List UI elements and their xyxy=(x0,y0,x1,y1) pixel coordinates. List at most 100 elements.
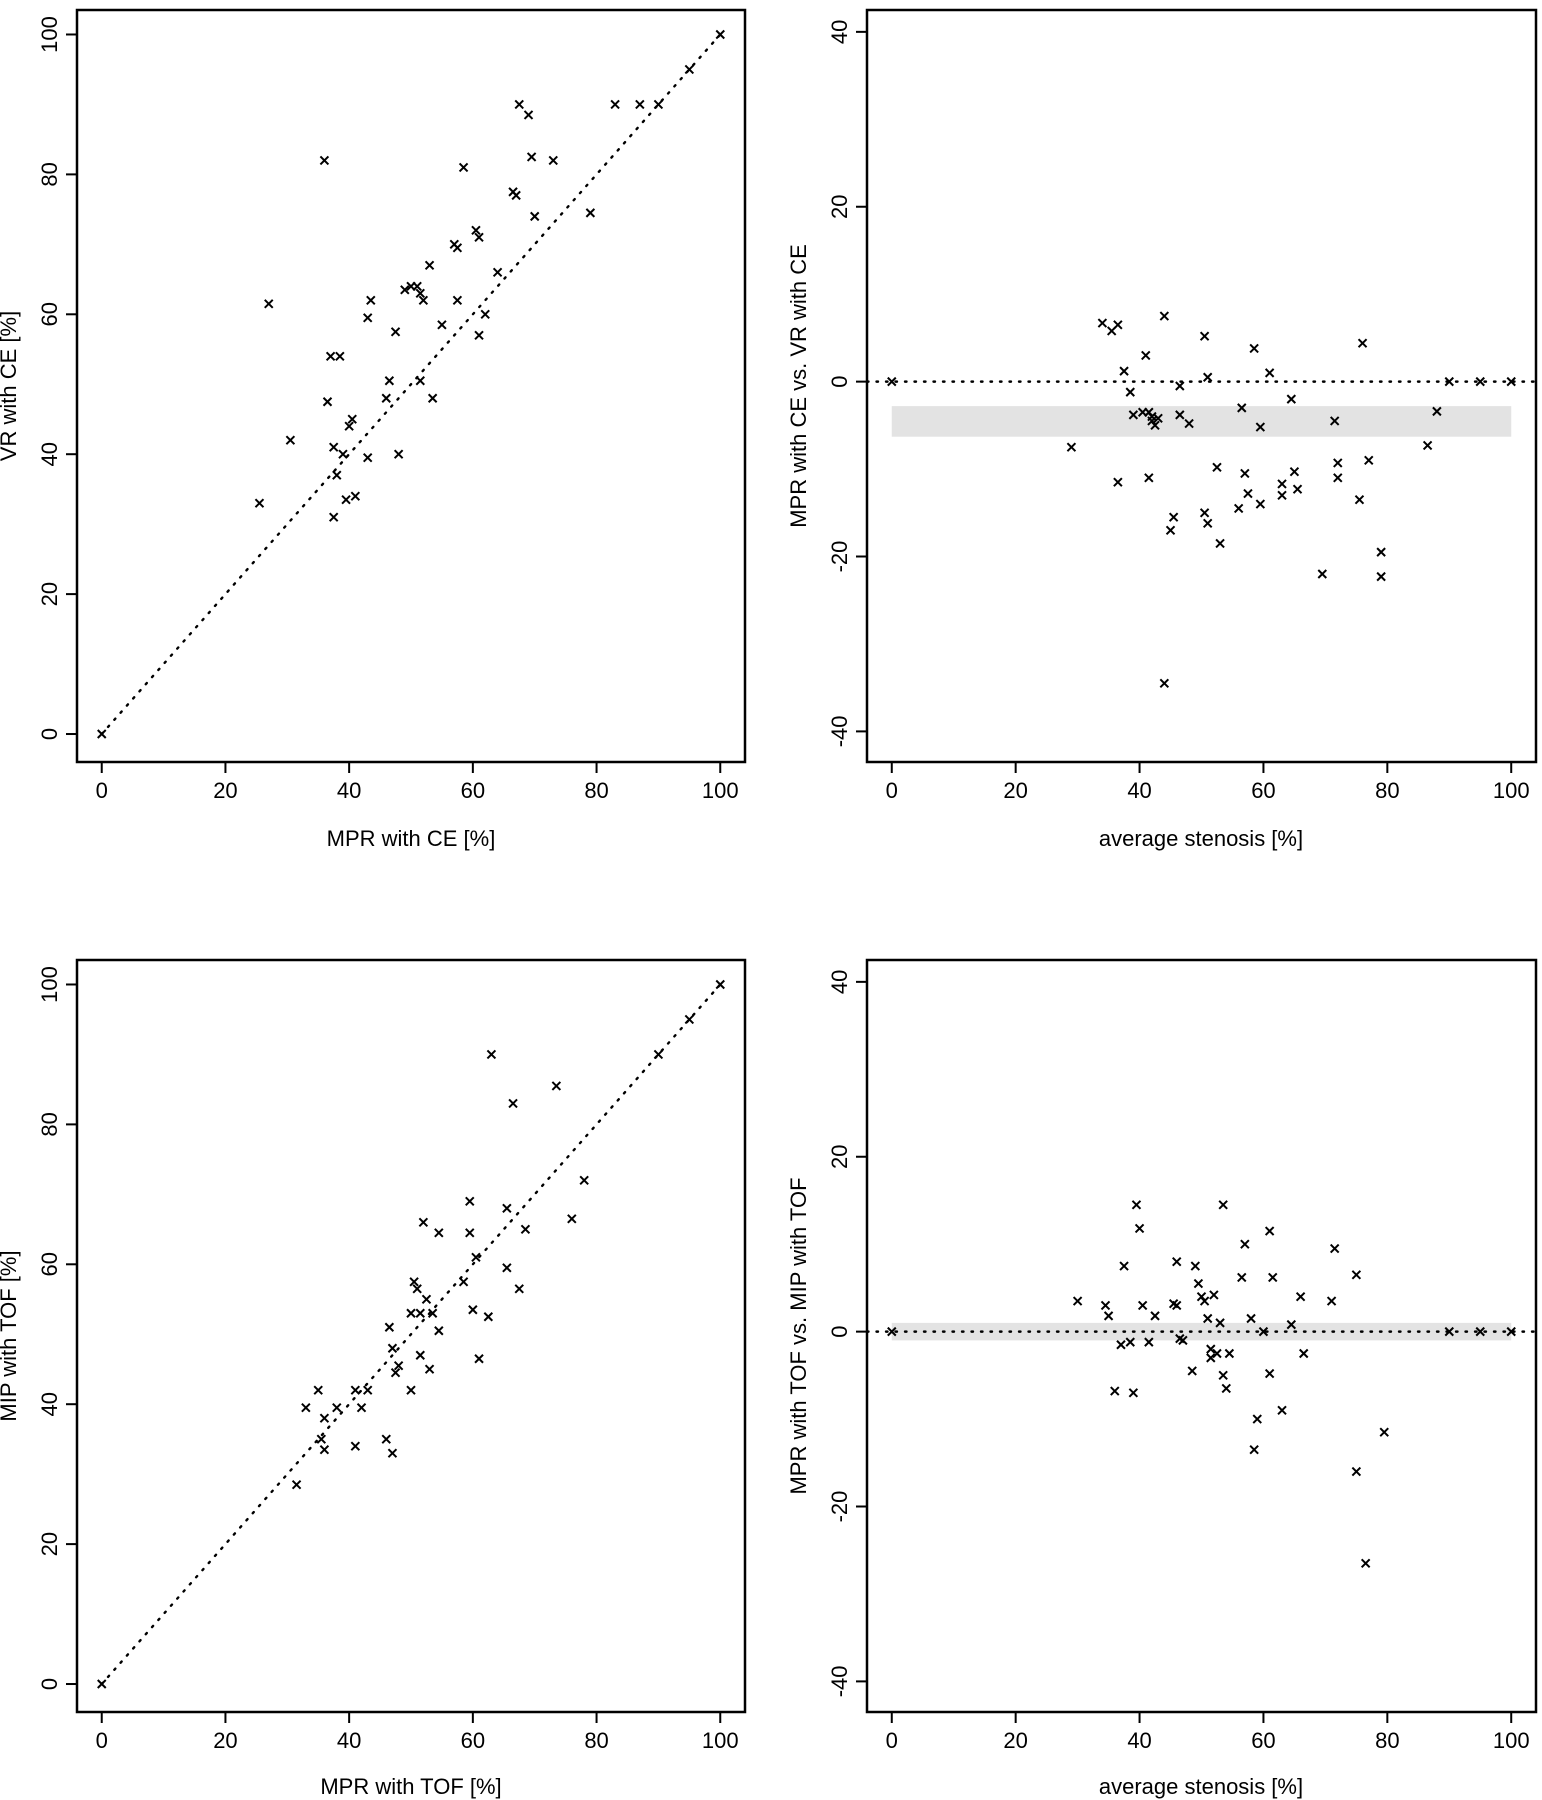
x-tick-label: 80 xyxy=(1375,778,1399,803)
data-point xyxy=(1184,418,1194,429)
data-point xyxy=(452,295,463,306)
data-point xyxy=(1206,1353,1216,1363)
data-point xyxy=(1175,410,1185,420)
y-tick-label: 20 xyxy=(37,582,62,606)
x-axis: 0 20 40 60 80 100 xyxy=(886,1712,1530,1753)
data-point xyxy=(390,1368,401,1378)
data-point xyxy=(362,1385,373,1395)
data-point xyxy=(1066,442,1077,452)
data-point xyxy=(344,421,354,431)
data-point xyxy=(567,1214,577,1224)
data-point xyxy=(319,1444,330,1455)
data-point xyxy=(1199,508,1210,518)
data-point xyxy=(1249,343,1259,354)
panel-mpr-vs-mip-tof: 0 20 40 60 80 100 0 20 40 60 80 100 MPR with TOF [… xyxy=(0,958,747,1799)
y-axis: 0 20 40 60 80 100 xyxy=(37,966,77,1690)
data-point xyxy=(1212,1348,1222,1359)
data-point xyxy=(579,1175,589,1186)
data-point xyxy=(465,1196,475,1207)
data-point xyxy=(1206,1344,1216,1354)
y-tick-label: 0 xyxy=(37,1678,62,1690)
data-point xyxy=(1333,458,1343,468)
data-point xyxy=(653,99,664,110)
x-tick-label: 40 xyxy=(337,1728,361,1753)
y-tick-label: -40 xyxy=(827,1665,852,1697)
data-point xyxy=(328,512,339,522)
x-tick-label: 0 xyxy=(96,1728,108,1753)
data-point xyxy=(437,320,447,330)
data-point xyxy=(474,1354,484,1364)
data-point xyxy=(1215,1318,1225,1328)
data-point xyxy=(1190,1261,1201,1271)
data-point xyxy=(1264,368,1275,378)
data-point xyxy=(1249,1444,1259,1455)
y-tick-label: 0 xyxy=(37,728,62,740)
data-point xyxy=(715,29,725,40)
data-point xyxy=(350,491,361,501)
data-point xyxy=(1277,1405,1287,1416)
x-tick-label: 100 xyxy=(1493,1728,1530,1753)
y-axis: 0 20 40 60 80 100 xyxy=(37,16,77,740)
data-point xyxy=(1326,1296,1337,1306)
x-tick-label: 60 xyxy=(461,1728,485,1753)
data-point xyxy=(471,225,481,236)
data-point xyxy=(1131,1200,1142,1210)
data-point xyxy=(486,1049,497,1060)
data-point xyxy=(412,281,422,292)
data-point xyxy=(1150,1311,1160,1321)
x-tick-label: 0 xyxy=(886,1728,898,1753)
data-point xyxy=(366,295,376,306)
data-point xyxy=(1299,1348,1309,1359)
x-tick-label: 0 xyxy=(886,778,898,803)
x-axis-label: MPR with TOF [%] xyxy=(320,1774,501,1799)
data-point xyxy=(1119,366,1129,376)
data-point xyxy=(301,1402,311,1413)
data-point xyxy=(1422,440,1433,451)
data-point xyxy=(1137,1300,1148,1311)
x-axis: 0 20 40 60 80 100 xyxy=(96,1712,739,1753)
data-point xyxy=(418,1217,429,1228)
data-point xyxy=(585,208,596,218)
y-tick-label: 40 xyxy=(37,1392,62,1416)
data-point xyxy=(350,1385,361,1395)
data-point xyxy=(1444,1326,1454,1337)
data-point xyxy=(1255,499,1266,509)
data-point xyxy=(1215,538,1225,549)
x-tick-label: 20 xyxy=(213,1728,237,1753)
data-point xyxy=(421,1294,432,1304)
data-point xyxy=(1116,1340,1126,1350)
panel-mpr-vs-vr-ce: 0 20 40 60 80 100 0 20 40 60 80 100 MPR with CE [%… xyxy=(0,8,747,851)
data-point xyxy=(1072,1296,1083,1306)
data-point xyxy=(384,376,395,386)
x-tick-label: 20 xyxy=(213,778,237,803)
y-tick-label: 80 xyxy=(37,1112,62,1136)
data-point xyxy=(332,1402,342,1413)
data-point xyxy=(1357,338,1368,348)
x-axis: 0 20 40 60 80 100 xyxy=(96,762,739,803)
x-tick-label: 60 xyxy=(461,778,485,803)
data-point xyxy=(406,1308,416,1318)
data-point xyxy=(474,232,484,243)
data-points xyxy=(887,311,1516,689)
x-axis-label: MPR with CE [%] xyxy=(327,826,496,851)
data-point xyxy=(1128,410,1139,420)
x-tick-label: 40 xyxy=(337,778,361,803)
data-point xyxy=(610,99,620,110)
data-point xyxy=(1212,462,1222,473)
y-tick-label: 20 xyxy=(37,1532,62,1556)
data-point xyxy=(529,211,540,222)
data-point xyxy=(483,1312,494,1322)
y-axis: -40 -20 0 20 40 xyxy=(827,20,867,747)
x-axis-label: average stenosis [%] xyxy=(1099,1774,1303,1799)
data-point xyxy=(1103,1311,1114,1321)
data-point xyxy=(523,110,534,120)
data-point xyxy=(319,1413,330,1423)
data-point xyxy=(514,1284,524,1294)
data-point xyxy=(424,1364,435,1374)
data-point xyxy=(325,351,336,361)
data-point xyxy=(313,1385,323,1395)
x-tick-label: 20 xyxy=(1003,1728,1027,1753)
data-point xyxy=(1354,494,1365,505)
data-point xyxy=(514,99,524,110)
y-tick-label: 0 xyxy=(827,1326,852,1338)
